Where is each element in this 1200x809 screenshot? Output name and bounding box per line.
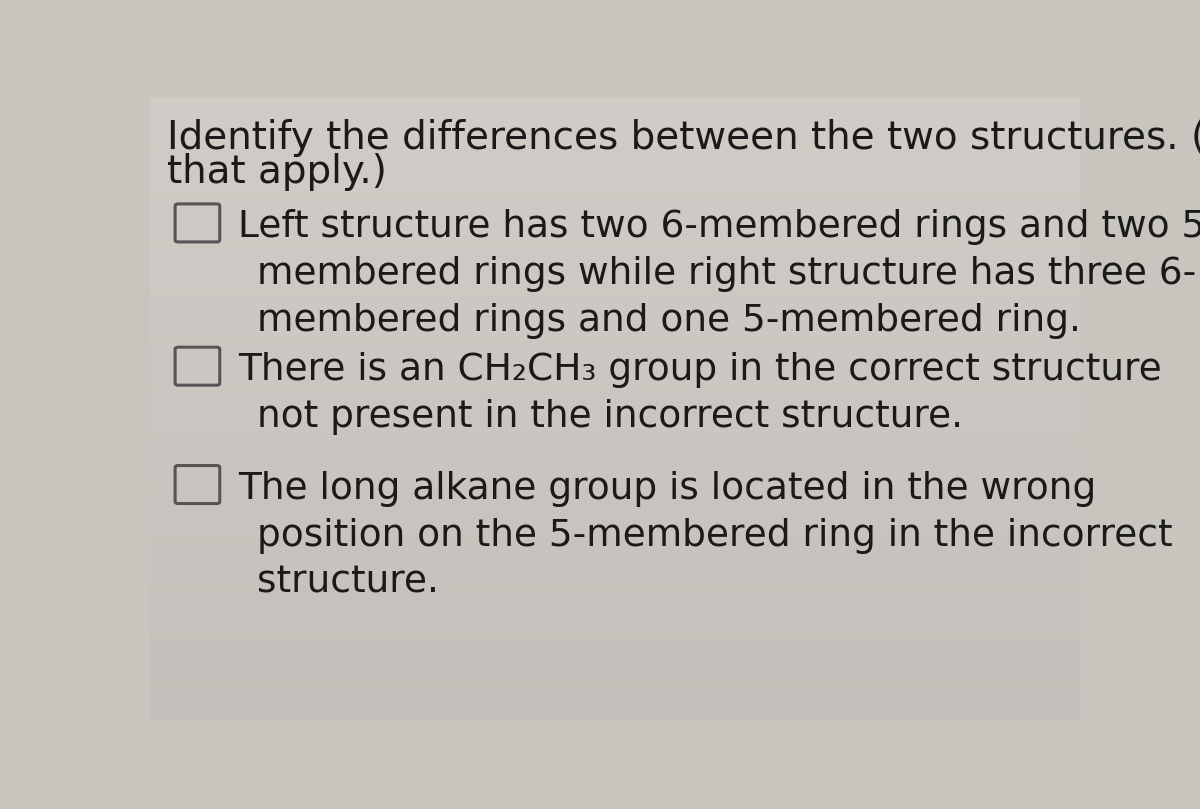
Text: membered rings while right structure has three 6-: membered rings while right structure has…: [257, 256, 1196, 292]
Text: There is an CH₂CH₃ group in the correct structure: There is an CH₂CH₃ group in the correct …: [239, 353, 1162, 388]
Text: membered rings and one 5-membered ring.: membered rings and one 5-membered ring.: [257, 303, 1081, 339]
Text: Left structure has two 6-membered rings and two 5-: Left structure has two 6-membered rings …: [239, 210, 1200, 245]
Text: not present in the incorrect structure.: not present in the incorrect structure.: [257, 399, 962, 435]
Text: Identify the differences between the two structures. (Select all: Identify the differences between the two…: [167, 119, 1200, 157]
Text: The long alkane group is located in the wrong: The long alkane group is located in the …: [239, 471, 1097, 506]
Text: that apply.): that apply.): [167, 153, 386, 191]
Text: position on the 5-membered ring in the incorrect: position on the 5-membered ring in the i…: [257, 518, 1172, 553]
Text: structure.: structure.: [257, 565, 439, 600]
